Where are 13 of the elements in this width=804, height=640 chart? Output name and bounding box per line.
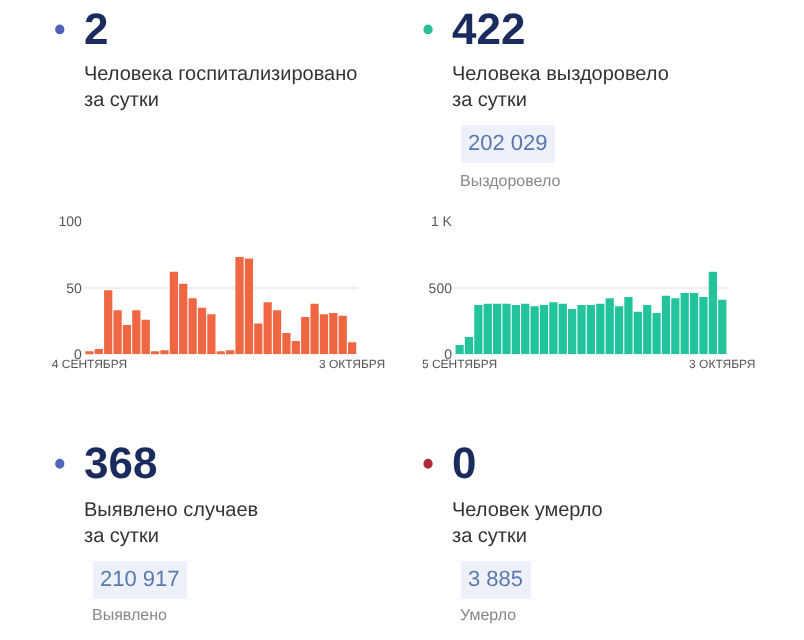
text: Человека госпитализировано за сутки [84,64,359,112]
text: 368 [84,438,158,488]
text: 202 029 [468,132,548,156]
text: 422 [452,4,526,54]
text: Выздоровело [460,172,562,190]
text: Выявлено случаев за сутки [84,500,259,548]
text: Выявлено [92,606,169,624]
text: Человек умерло за сутки [452,500,604,548]
text: 2 [84,4,109,54]
text: 3 885 [468,568,524,592]
text: 210 917 [100,568,180,592]
text: Человека выздоровело за сутки [452,64,670,112]
text: Умерло [460,606,518,624]
